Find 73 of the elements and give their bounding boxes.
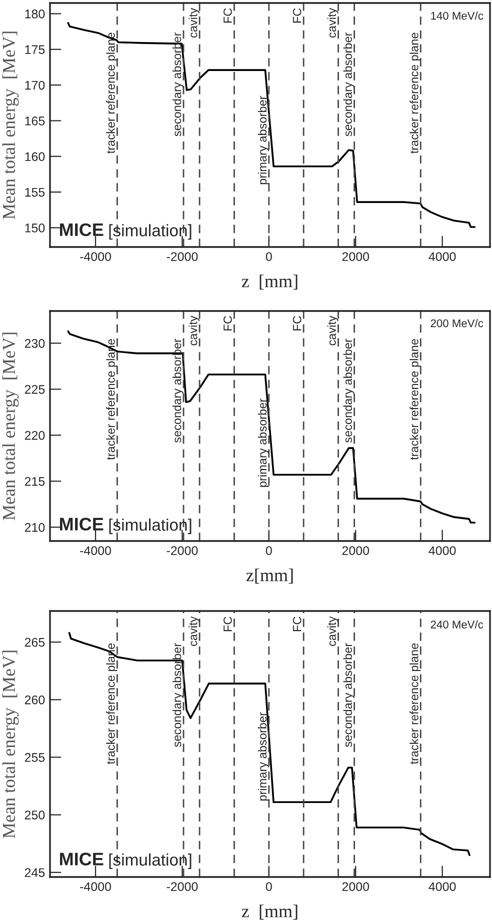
annotation: [simulation]	[109, 224, 192, 240]
y-tick-label: 160	[25, 152, 45, 162]
x-axis-title: z [mm]	[242, 274, 298, 290]
ref-line-label: primary absorber	[258, 398, 269, 487]
ref-line-label: tracker reference plane	[410, 643, 421, 764]
y-tick-label: 210	[24, 523, 45, 532]
x-tick-label: -4000	[80, 252, 112, 262]
x-tick-label: 4000	[428, 882, 456, 892]
y-tick-label: 255	[24, 753, 45, 762]
x-tick-label: 2000	[342, 546, 370, 556]
y-tick-label: 245	[24, 868, 45, 878]
ref-line-label: cavity	[188, 316, 200, 346]
y-tick-label: 170	[25, 80, 45, 90]
annotation: MICE	[60, 518, 104, 531]
ref-line-label: tracker reference plane	[106, 32, 118, 154]
ref-line-label: secondary absorber	[172, 338, 184, 443]
y-tick-label: 260	[24, 695, 45, 704]
x-tick-label: -4000	[80, 882, 112, 892]
y-tick-label: 175	[25, 45, 45, 54]
ref-line-label: FC	[224, 616, 232, 632]
annotation: 200 MeV/c	[430, 319, 484, 328]
annotation: MICE	[60, 223, 104, 236]
y-axis-title: Mean total energy [MeV]	[2, 650, 19, 838]
ref-line-label: tracker reference plane	[410, 339, 421, 460]
ref-line-label: secondary absorber	[343, 643, 354, 747]
y-tick-label: 265	[24, 638, 45, 647]
y-axis-title: Mean total energy [MeV]	[2, 332, 19, 520]
y-tick-label: 150	[25, 224, 45, 232]
x-tick-label: -4000	[80, 546, 112, 556]
annotation: [simulation]	[109, 853, 192, 870]
x-tick-label: 2000	[342, 252, 370, 262]
ref-line-label: tracker reference plane	[106, 339, 118, 460]
ref-line-label: cavity	[327, 616, 338, 646]
ref-line-label: FC	[292, 616, 302, 632]
annotation: [simulation]	[109, 518, 192, 534]
ref-line-label: FC	[224, 316, 232, 330]
x-tick-label: -2000	[166, 882, 198, 892]
x-tick-label: 2000	[342, 882, 370, 892]
ref-line-label: primary absorber	[258, 712, 269, 801]
ref-line-label: tracker reference plane	[410, 32, 421, 154]
x-tick-label: 0	[266, 546, 272, 556]
x-tick-label: 4000	[428, 252, 456, 262]
y-tick-label: 220	[24, 431, 45, 440]
y-tick-label: 180	[25, 10, 45, 18]
ref-line-label: secondary absorber	[172, 32, 184, 136]
ref-line-label: secondary absorber	[343, 32, 354, 136]
ref-line-label: cavity	[327, 8, 338, 38]
ref-line-label: secondary absorber	[172, 643, 184, 747]
x-tick-label: 4000	[428, 546, 456, 556]
x-tick-label: -2000	[166, 252, 198, 262]
y-tick-label: 155	[25, 188, 45, 197]
y-tick-label: 165	[25, 116, 45, 126]
y-tick-label: 225	[24, 385, 45, 394]
x-tick-label: -2000	[166, 546, 198, 556]
y-axis-title: Mean total energy [MeV]	[2, 32, 19, 220]
annotation: 140 MeV/c	[431, 12, 484, 20]
x-axis-title: z [mm]	[242, 904, 298, 920]
annotation: MICE	[60, 852, 104, 866]
y-tick-label: 250	[24, 810, 45, 820]
ref-line-label: FC	[292, 8, 302, 23]
ref-line-label: FC	[224, 8, 232, 23]
annotation: 240 MeV/c	[430, 620, 484, 628]
ref-line-label: secondary absorber	[343, 338, 354, 443]
y-tick-label: 215	[24, 477, 45, 486]
ref-line-label: FC	[292, 316, 302, 330]
x-tick-label: 0	[266, 882, 272, 892]
x-axis-title: z[mm]	[246, 568, 293, 584]
ref-line-label: primary absorber	[258, 96, 269, 184]
ref-line-label: cavity	[327, 316, 338, 346]
ref-line-label: cavity	[188, 616, 200, 646]
x-tick-label: 0	[266, 252, 272, 262]
y-tick-label: 230	[24, 339, 45, 348]
ref-line-label: cavity	[188, 8, 200, 38]
